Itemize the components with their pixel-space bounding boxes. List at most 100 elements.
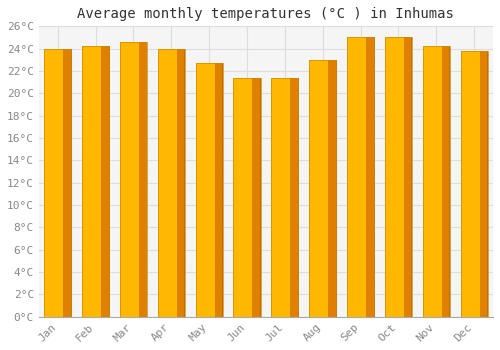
Bar xyxy=(218,63,220,317)
Bar xyxy=(284,78,285,317)
Bar xyxy=(476,51,477,317)
Bar xyxy=(392,37,393,317)
Bar xyxy=(130,42,132,317)
Bar xyxy=(312,60,313,317)
Bar xyxy=(426,47,428,317)
Bar xyxy=(202,63,203,317)
Bar xyxy=(96,47,97,317)
Bar xyxy=(460,51,488,317)
Bar xyxy=(477,51,478,317)
Bar xyxy=(404,37,405,317)
Bar xyxy=(101,47,102,317)
Bar xyxy=(331,60,332,317)
Bar xyxy=(134,42,135,317)
Bar xyxy=(424,47,426,317)
Bar xyxy=(327,60,328,317)
Bar xyxy=(159,49,160,317)
Bar xyxy=(355,37,356,317)
Bar xyxy=(480,51,481,317)
Bar xyxy=(310,60,312,317)
Bar xyxy=(485,51,486,317)
Bar xyxy=(272,78,274,317)
Bar xyxy=(296,78,297,317)
Bar xyxy=(236,78,238,317)
Bar xyxy=(200,63,201,317)
Bar xyxy=(242,78,243,317)
Bar xyxy=(166,49,167,317)
Bar xyxy=(309,60,310,317)
Bar xyxy=(252,78,254,317)
Bar xyxy=(62,49,63,317)
Bar xyxy=(482,51,484,317)
Bar xyxy=(255,78,256,317)
Bar xyxy=(332,60,334,317)
Bar xyxy=(474,51,476,317)
Bar xyxy=(254,78,255,317)
Bar xyxy=(360,37,362,317)
Bar xyxy=(438,47,439,317)
Bar xyxy=(248,78,250,317)
Bar xyxy=(326,60,327,317)
Bar xyxy=(408,37,410,317)
Bar xyxy=(132,42,134,317)
Bar xyxy=(208,63,209,317)
Bar xyxy=(430,47,431,317)
Bar xyxy=(362,37,364,317)
Bar xyxy=(405,37,406,317)
Bar xyxy=(163,49,164,317)
Bar xyxy=(473,51,474,317)
Bar xyxy=(94,47,96,317)
Bar xyxy=(184,49,185,317)
Bar xyxy=(464,51,466,317)
Bar xyxy=(385,37,386,317)
Bar xyxy=(460,51,462,317)
Bar xyxy=(443,47,444,317)
Bar xyxy=(390,37,392,317)
Bar xyxy=(168,49,170,317)
Bar xyxy=(309,60,336,317)
Bar xyxy=(256,78,258,317)
Bar xyxy=(170,49,172,317)
Bar xyxy=(348,37,350,317)
Bar xyxy=(398,37,400,317)
Bar xyxy=(373,37,374,317)
Bar xyxy=(335,60,336,317)
Bar xyxy=(468,51,470,317)
Bar xyxy=(105,47,106,317)
Bar xyxy=(258,78,260,317)
Bar xyxy=(201,63,202,317)
Bar xyxy=(47,49,48,317)
Bar xyxy=(140,42,141,317)
Bar xyxy=(198,63,200,317)
Bar xyxy=(82,47,109,317)
Bar xyxy=(470,51,472,317)
Bar xyxy=(388,37,389,317)
Bar xyxy=(440,47,442,317)
Bar xyxy=(366,37,368,317)
Bar xyxy=(48,49,50,317)
Bar xyxy=(82,47,84,317)
Bar xyxy=(290,78,292,317)
Bar xyxy=(406,37,408,317)
Bar xyxy=(210,63,212,317)
Bar xyxy=(108,47,109,317)
Bar xyxy=(181,49,182,317)
Bar xyxy=(160,49,162,317)
Bar xyxy=(280,78,281,317)
Bar xyxy=(428,47,430,317)
Bar xyxy=(139,42,140,317)
Bar xyxy=(298,78,299,317)
Bar xyxy=(71,49,72,317)
Bar xyxy=(462,51,463,317)
Bar xyxy=(436,47,438,317)
Bar xyxy=(352,37,354,317)
Bar xyxy=(354,37,355,317)
Bar xyxy=(106,47,108,317)
Bar xyxy=(234,78,260,317)
Bar xyxy=(328,60,330,317)
Bar xyxy=(351,37,352,317)
Bar xyxy=(52,49,54,317)
Bar xyxy=(98,47,100,317)
Bar xyxy=(197,63,198,317)
Bar xyxy=(144,42,146,317)
